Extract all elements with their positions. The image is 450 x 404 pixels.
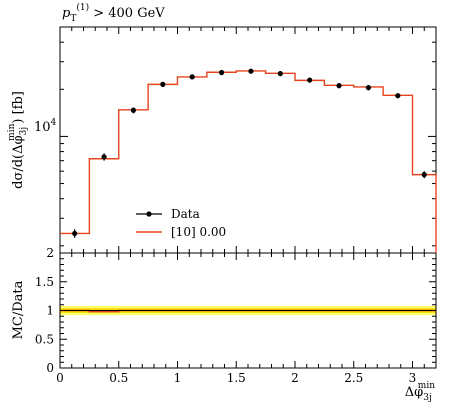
main-y-axis-label: dσ/d(Δφ3jmin) [fb]	[7, 91, 29, 189]
data-point	[248, 68, 254, 74]
ratio-y-axis-label: MC/Data	[11, 280, 26, 339]
legend-mc-label: [10] 0.00	[171, 225, 226, 239]
data-point	[130, 107, 137, 113]
data-point	[307, 77, 313, 83]
mc-histogram-line	[60, 70, 437, 253]
ratio-y-tick-label: 2	[46, 246, 54, 260]
data-point	[421, 172, 427, 178]
ratio-y-tick-label: 0.5	[35, 332, 54, 346]
main-plot-frame	[59, 26, 437, 254]
x-tick-label: 2	[291, 371, 299, 385]
data-point	[72, 230, 78, 237]
x-tick-label: 0	[56, 371, 64, 385]
ratio-y-tick-label: 0	[46, 361, 54, 375]
data-point	[189, 74, 195, 80]
legend: Data [10] 0.00	[136, 207, 226, 239]
data-point	[160, 81, 166, 87]
legend-data-label: Data	[171, 207, 200, 221]
data-point	[218, 69, 225, 76]
x-tick-label: 1	[174, 371, 182, 385]
x-tick-label: 0.5	[109, 371, 128, 385]
x-axis-label: Δφ3jmin	[405, 381, 435, 403]
main-y-tick-label: 104	[34, 118, 57, 135]
data-point	[277, 70, 283, 77]
chart-annotation: pT(1) > 400 GeV	[62, 2, 165, 24]
data-point	[101, 154, 107, 160]
legend-data-marker	[146, 211, 152, 217]
x-tick-label: 2.5	[344, 371, 363, 385]
x-tick-label: 3	[409, 371, 417, 385]
ratio-y-tick-label: 1	[46, 304, 54, 318]
data-point	[395, 93, 401, 99]
x-tick-label: 1.5	[227, 371, 246, 385]
data-point	[336, 83, 342, 89]
ratio-y-tick-label: 1.5	[35, 275, 54, 289]
data-point	[365, 85, 372, 91]
